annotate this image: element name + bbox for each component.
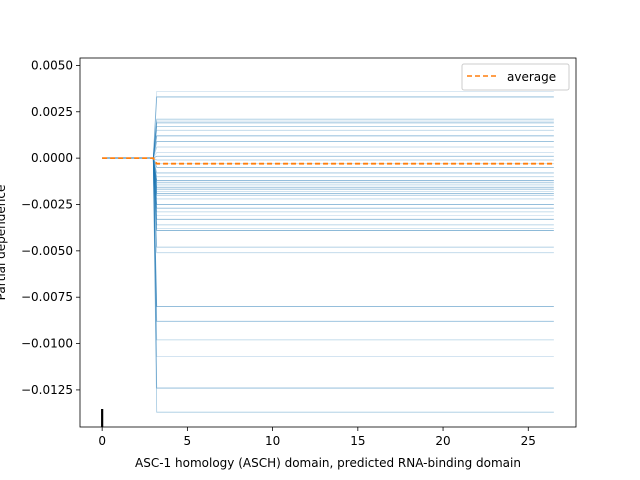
x-tick-label: 10 — [265, 434, 280, 448]
x-tick-label: 0 — [98, 434, 106, 448]
average-line — [102, 157, 554, 165]
y-tick-label: −0.0075 — [21, 290, 73, 304]
y-tick-label: 0.0000 — [31, 151, 73, 165]
x-tick-label: 20 — [435, 434, 450, 448]
x-axis-label: ASC-1 homology (ASCH) domain, predicted … — [135, 456, 521, 470]
y-tick-label: 0.0050 — [31, 58, 73, 72]
y-tick-label: 0.0025 — [31, 105, 73, 119]
y-tick-label: −0.0025 — [21, 197, 73, 211]
x-tick-label: 5 — [184, 434, 192, 448]
y-axis-label: Partial dependence — [0, 185, 8, 301]
x-axis-ticks: 0 5 10 15 20 25 — [98, 427, 536, 448]
legend-box — [461, 63, 570, 91]
x-tick-label: 15 — [350, 434, 365, 448]
plot-frame — [79, 57, 577, 428]
x-tick-label: 25 — [521, 434, 536, 448]
y-tick-label: −0.0125 — [21, 383, 73, 397]
y-axis-ticks: 0.0050 0.0025 0.0000 −0.0025 −0.0050 −0.0075 −… — [21, 58, 80, 397]
y-tick-label: −0.0050 — [21, 244, 73, 258]
y-tick-label: −0.0100 — [21, 337, 73, 351]
legend: average — [461, 63, 570, 91]
legend-label-average: average — [507, 70, 556, 84]
average-line-group — [102, 157, 554, 165]
